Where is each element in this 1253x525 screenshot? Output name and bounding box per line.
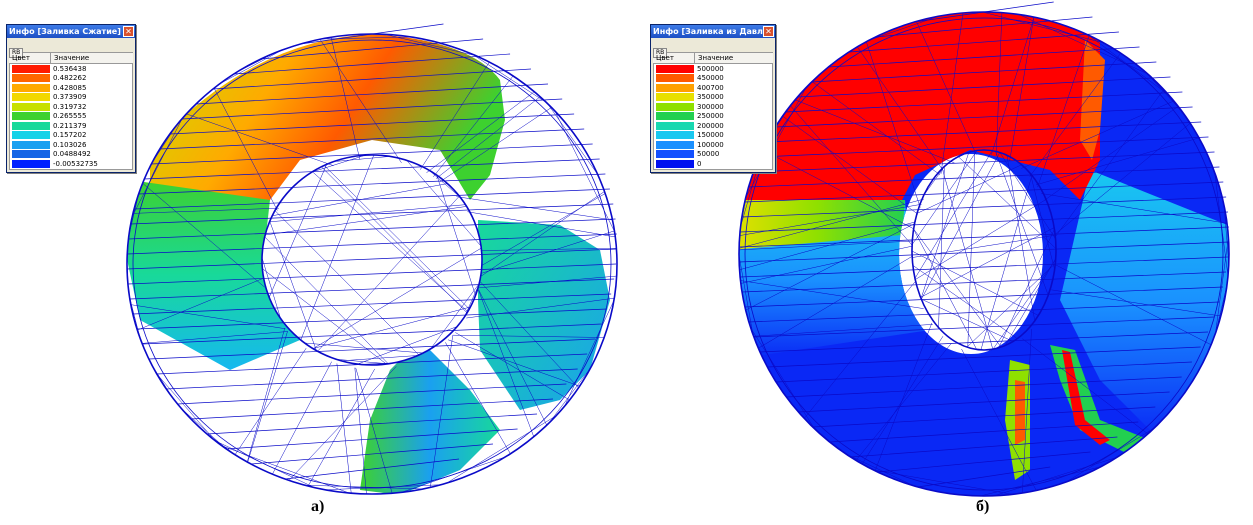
legend-value: 0.319732 — [53, 102, 87, 111]
legend-rows: 0.536438 0.482262 0.428085 0.373909 0.319732… — [9, 64, 133, 170]
legend-value: 0.103026 — [53, 140, 87, 149]
legend-row: 350000 — [654, 93, 772, 103]
caption-a: а) — [311, 498, 325, 515]
caption-b: б) — [976, 498, 990, 515]
figure-panel-b: Инфо [Заливка из Давл... ✕ RB Цвет Значе… — [630, 0, 1253, 525]
legend-value: 0.373909 — [53, 93, 87, 102]
color-swatch — [656, 150, 694, 159]
contour-plot-b — [738, 1, 1230, 497]
mesh-a — [126, 23, 618, 495]
legend-row: 0.428085 — [10, 83, 132, 93]
legend-row: 0.103026 — [10, 140, 132, 150]
legend-row: 0.482262 — [10, 74, 132, 84]
legend-row: 0.373909 — [10, 93, 132, 103]
color-swatch — [12, 64, 50, 73]
legend-value: -0.00532735 — [53, 159, 98, 168]
color-swatch — [656, 64, 694, 73]
legend-window-b[interactable]: Инфо [Заливка из Давл... ✕ RB Цвет Значе… — [650, 24, 776, 173]
legend-value: 0.0488492 — [53, 150, 91, 159]
legend-row: 450000 — [654, 74, 772, 84]
color-swatch — [656, 121, 694, 130]
stress-fill-a — [127, 34, 610, 494]
color-swatch — [12, 121, 50, 130]
legend-value: 0.482262 — [53, 74, 87, 83]
color-swatch — [12, 112, 50, 121]
color-swatch — [656, 131, 694, 140]
color-swatch — [656, 159, 694, 168]
legend-value: 450000 — [697, 74, 724, 83]
legend-value: 0.536438 — [53, 64, 87, 73]
color-swatch — [656, 112, 694, 121]
legend-row: 500000 — [654, 64, 772, 74]
legend-row: 200000 — [654, 121, 772, 131]
color-swatch — [656, 74, 694, 83]
value-column-header: Значение — [698, 54, 734, 62]
legend-value: 300000 — [697, 102, 724, 111]
legend-row: -0.00532735 — [10, 159, 132, 169]
color-swatch — [12, 140, 50, 149]
color-swatch — [656, 140, 694, 149]
tool-button[interactable]: RB — [9, 48, 24, 58]
legend-toolbar: RB — [651, 38, 775, 58]
legend-title: Инфо [Заливка Сжатие] — [9, 27, 121, 36]
legend-row: 0.319732 — [10, 102, 132, 112]
legend-header: Цвет Значение — [9, 52, 133, 64]
legend-row: 250000 — [654, 112, 772, 122]
legend-value: 0.211379 — [53, 121, 87, 130]
legend-row: 0.0488492 — [10, 150, 132, 160]
legend-value: 0.157202 — [53, 131, 87, 140]
color-swatch — [12, 102, 50, 111]
legend-toolbar: RB — [7, 38, 135, 58]
legend-value: 250000 — [697, 112, 724, 121]
legend-window-a[interactable]: Инфо [Заливка Сжатие] ✕ RB Цвет Значение… — [6, 24, 136, 173]
legend-titlebar[interactable]: Инфо [Заливка из Давл... ✕ — [651, 25, 775, 38]
close-icon[interactable]: ✕ — [763, 26, 774, 37]
legend-value: 400700 — [697, 83, 724, 92]
legend-value: 0.428085 — [53, 83, 87, 92]
legend-row: 0.157202 — [10, 131, 132, 141]
color-swatch — [656, 102, 694, 111]
legend-row: 300000 — [654, 102, 772, 112]
color-swatch — [12, 150, 50, 159]
color-column-header: Цвет — [9, 53, 51, 63]
contour-plot-a — [126, 23, 618, 495]
color-swatch — [656, 83, 694, 92]
legend-value: 350000 — [697, 93, 724, 102]
legend-row: 0 — [654, 159, 772, 169]
value-column-header: Значение — [54, 54, 90, 62]
legend-rows: 500000 450000 400700 350000 300000 250000 2000… — [653, 64, 773, 170]
legend-header: Цвет Значение — [653, 52, 773, 64]
legend-row: 400700 — [654, 83, 772, 93]
legend-row: 50000 — [654, 150, 772, 160]
legend-titlebar[interactable]: Инфо [Заливка Сжатие] ✕ — [7, 25, 135, 38]
color-swatch — [12, 74, 50, 83]
legend-row: 150000 — [654, 131, 772, 141]
legend-value: 50000 — [697, 150, 720, 159]
legend-row: 0.265555 — [10, 112, 132, 122]
legend-value: 0 — [697, 159, 702, 168]
figure-panel-a: Инфо [Заливка Сжатие] ✕ RB Цвет Значение… — [0, 0, 620, 525]
legend-row: 0.211379 — [10, 121, 132, 131]
legend-row: 0.536438 — [10, 64, 132, 74]
legend-value: 200000 — [697, 121, 724, 130]
color-swatch — [12, 159, 50, 168]
color-swatch — [12, 83, 50, 92]
legend-value: 150000 — [697, 131, 724, 140]
tool-button[interactable]: RB — [653, 48, 668, 58]
color-swatch — [12, 93, 50, 102]
legend-row: 100000 — [654, 140, 772, 150]
color-swatch — [12, 131, 50, 140]
legend-title: Инфо [Заливка из Давл... — [653, 27, 772, 36]
close-icon[interactable]: ✕ — [123, 26, 134, 37]
color-column-header: Цвет — [653, 53, 695, 63]
color-swatch — [656, 93, 694, 102]
legend-value: 100000 — [697, 140, 724, 149]
legend-value: 500000 — [697, 64, 724, 73]
legend-value: 0.265555 — [53, 112, 87, 121]
